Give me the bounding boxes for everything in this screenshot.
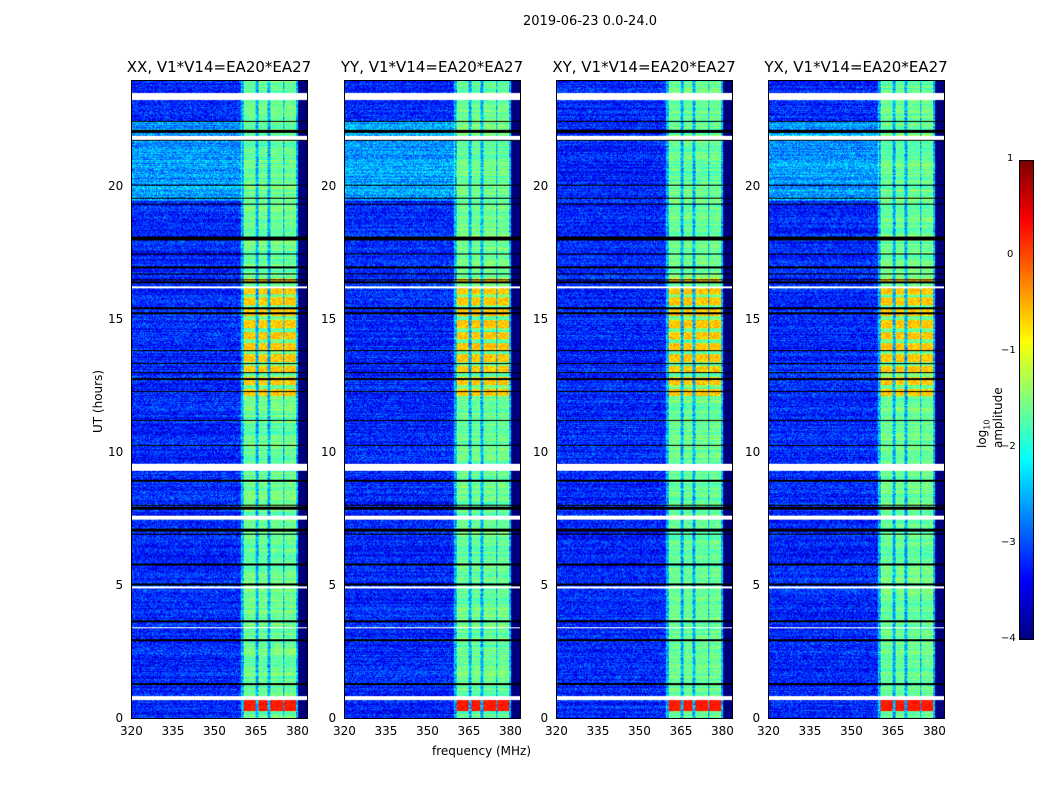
y-tick-label: 5 bbox=[752, 577, 761, 592]
colorbar-label: log10 amplitude bbox=[975, 387, 1006, 448]
x-tick-label: 365 bbox=[669, 724, 693, 738]
x-tick-label: 365 bbox=[881, 724, 905, 738]
y-tick-label: 0 bbox=[752, 711, 761, 725]
y-tick-label: 5 bbox=[328, 577, 337, 592]
colorbar-tick-label: 0 bbox=[1007, 249, 1014, 260]
y-tick-label: 20 bbox=[533, 178, 549, 193]
y-tick-label: 15 bbox=[108, 311, 124, 326]
y-tick-label: 20 bbox=[321, 178, 337, 193]
panel-title: XX, V1*V14=EA20*EA27 bbox=[126, 58, 312, 76]
colorbar-tick-label: −4 bbox=[1001, 633, 1016, 644]
colorbar-tick-label: −3 bbox=[1001, 537, 1016, 548]
y-tick-label: 5 bbox=[540, 577, 549, 592]
panel-title: XY, V1*V14=EA20*EA27 bbox=[552, 58, 736, 76]
panel-title: YY, V1*V14=EA20*EA27 bbox=[340, 58, 524, 76]
y-tick-label: 15 bbox=[533, 311, 549, 326]
heatmap-panel bbox=[131, 80, 308, 719]
x-tick-label: 320 bbox=[545, 724, 568, 738]
x-tick-label: 350 bbox=[202, 724, 226, 738]
y-tick-label: 0 bbox=[115, 711, 124, 725]
y-tick-label: 0 bbox=[328, 711, 337, 725]
heatmap-image bbox=[132, 81, 307, 718]
x-tick-label: 320 bbox=[120, 724, 143, 738]
y-tick-label: 20 bbox=[108, 178, 124, 193]
figure-title: 2019-06-23 0.0-24.0 bbox=[523, 14, 657, 29]
y-tick-label: 20 bbox=[745, 178, 761, 193]
x-tick-label: 320 bbox=[333, 724, 356, 738]
x-tick-label: 365 bbox=[244, 724, 268, 738]
heatmap-panel bbox=[344, 80, 521, 719]
x-tick-label: 380 bbox=[498, 724, 522, 738]
heatmap-image bbox=[557, 81, 732, 718]
y-tick-label: 10 bbox=[321, 444, 337, 459]
x-tick-label: 365 bbox=[457, 724, 481, 738]
y-tick-label: 0 bbox=[540, 711, 549, 725]
x-axis-label: frequency (MHz) bbox=[432, 744, 532, 758]
x-tick-label: 335 bbox=[374, 724, 398, 738]
y-tick-label: 15 bbox=[321, 311, 337, 326]
y-tick-label: 10 bbox=[108, 444, 124, 459]
y-tick-label: 10 bbox=[533, 444, 549, 459]
x-tick-label: 380 bbox=[922, 724, 946, 738]
colorbar-gradient bbox=[1020, 161, 1033, 639]
panel-title: YX, V1*V14=EA20*EA27 bbox=[764, 58, 948, 76]
y-tick-label: 5 bbox=[115, 577, 124, 592]
colorbar-tick-label: −2 bbox=[1001, 441, 1016, 452]
heatmap-panel bbox=[768, 80, 945, 719]
heatmap-image bbox=[345, 81, 520, 718]
colorbar-tick-label: −1 bbox=[1001, 345, 1016, 356]
y-axis-label: UT (hours) bbox=[91, 369, 105, 433]
x-tick-label: 380 bbox=[285, 724, 309, 738]
y-tick-label: 10 bbox=[745, 444, 761, 459]
heatmap-image bbox=[769, 81, 944, 718]
x-tick-label: 380 bbox=[710, 724, 734, 738]
x-tick-label: 335 bbox=[798, 724, 822, 738]
colorbar bbox=[1019, 160, 1034, 640]
x-tick-label: 320 bbox=[757, 724, 780, 738]
heatmap-panel bbox=[556, 80, 733, 719]
x-tick-label: 350 bbox=[839, 724, 863, 738]
x-tick-label: 350 bbox=[415, 724, 439, 738]
y-tick-label: 15 bbox=[745, 311, 761, 326]
colorbar-tick-label: 1 bbox=[1007, 153, 1014, 164]
x-tick-label: 335 bbox=[161, 724, 185, 738]
x-tick-label: 350 bbox=[627, 724, 651, 738]
x-tick-label: 335 bbox=[586, 724, 610, 738]
